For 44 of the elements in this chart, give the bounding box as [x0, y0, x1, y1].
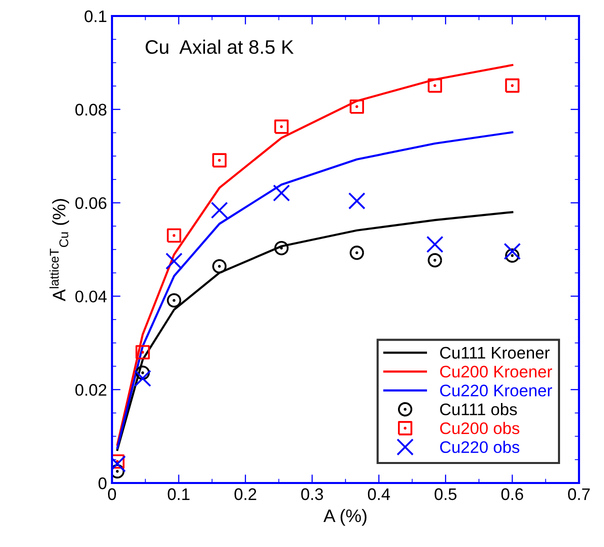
x-tick-label: 0.3 — [301, 488, 323, 500]
x-tick-label: 0.7 — [568, 488, 590, 500]
point — [348, 192, 366, 210]
point — [136, 366, 150, 380]
point — [505, 248, 520, 263]
y-tick-label: 0.04 — [75, 290, 107, 302]
point — [134, 370, 152, 387]
point — [274, 120, 289, 134]
x-tick-label: 0.5 — [434, 488, 456, 500]
legend-label: Cu111 obs — [440, 403, 517, 416]
point — [504, 242, 521, 260]
point — [272, 184, 290, 202]
point — [212, 153, 227, 168]
legend-label: Cu200 obs — [440, 422, 520, 434]
legend-label: Cu220 obs — [440, 440, 520, 454]
legend-label: Cu200 Kroener — [440, 366, 552, 378]
annotation: Cu Axial at 8.5 K — [146, 40, 294, 54]
x-tick-label: 0.4 — [368, 488, 390, 500]
point — [210, 202, 228, 219]
y-tick-label: 0 — [98, 477, 106, 490]
y-axis-title: A$^{latticeT}$$_{Cu}$ (%) — [49, 199, 70, 302]
legend-label: Cu220 Kroener — [440, 384, 552, 396]
y-tick-label: 0.02 — [75, 384, 106, 396]
point — [166, 293, 182, 308]
x-tick-label: 0.1 — [168, 488, 190, 500]
point — [166, 252, 183, 270]
point — [350, 246, 364, 260]
point — [136, 345, 150, 360]
point — [350, 99, 364, 114]
y-tick-label: 0.08 — [75, 104, 106, 116]
x-axis-title: A (%) — [323, 508, 366, 526]
x-tick-label: 0.2 — [234, 488, 256, 500]
point — [428, 253, 442, 268]
point — [212, 259, 227, 274]
y-tick-label: 0.1 — [84, 10, 106, 22]
point — [428, 78, 442, 93]
point — [274, 240, 289, 256]
y-tick-label: 0.06 — [75, 197, 106, 210]
point — [426, 236, 444, 253]
x-tick-label: 0 — [108, 488, 116, 500]
x-tick-label: 0.6 — [501, 488, 524, 500]
legend-label: Cu111 Kroener — [440, 346, 550, 359]
point — [505, 78, 520, 93]
point — [166, 228, 182, 243]
